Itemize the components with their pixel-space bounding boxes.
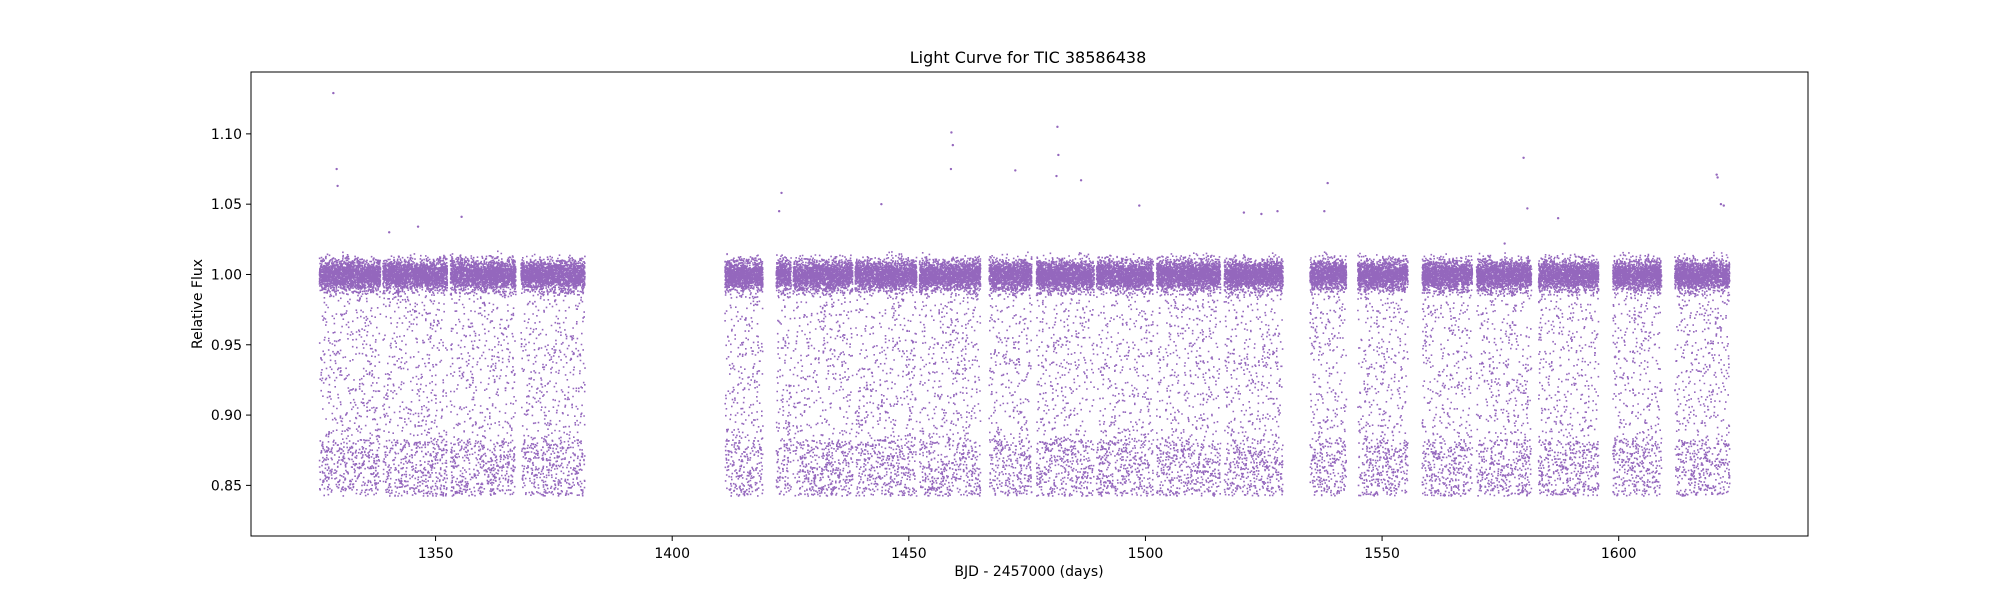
x-axis-label: BJD - 2457000 (days)	[954, 564, 1103, 580]
x-tick-label: 1350	[418, 546, 454, 562]
y-tick-label: 1.05	[211, 197, 242, 213]
flux-outlier-point	[1326, 181, 1329, 185]
y-tick-label: 1.00	[211, 267, 242, 283]
flux-outlier-point	[950, 131, 953, 134]
flux-outlier-point	[1722, 204, 1725, 207]
flux-outlier-point	[880, 202, 883, 206]
y-tick-label: 0.85	[211, 478, 242, 494]
x-tick-label: 1500	[1128, 546, 1164, 562]
flux-outlier-point	[1055, 174, 1058, 178]
flux-outlier-point	[387, 231, 391, 234]
flux-outlier-point	[1260, 212, 1263, 216]
flux-outlier-point	[1715, 173, 1718, 176]
y-axis-label: Relative Flux	[190, 259, 206, 349]
chart-title: Light Curve for TIC 38586438	[910, 48, 1147, 67]
flux-outlier-point	[949, 167, 953, 171]
flux-outlier-point	[1556, 217, 1560, 220]
flux-outlier-point	[460, 215, 463, 219]
flux-outlier-point	[1503, 242, 1506, 245]
flux-outlier-point	[335, 167, 338, 171]
y-tick-label: 0.95	[211, 338, 242, 354]
flux-outlier-point	[1522, 156, 1525, 159]
flux-outlier-point	[1056, 125, 1059, 129]
flux-outlier-point	[777, 210, 781, 213]
flux-outlier-point	[1276, 210, 1279, 213]
x-tick-label: 1600	[1601, 546, 1637, 562]
flux-outlier-point	[1138, 204, 1141, 207]
x-tick-label: 1550	[1364, 546, 1400, 562]
flux-outlier-point	[780, 191, 783, 195]
plot-frame	[250, 71, 1809, 537]
flux-outlier-point	[336, 184, 339, 188]
flux-outlier-point	[1526, 207, 1529, 210]
flux-outlier-point	[332, 91, 335, 95]
flux-outlier-point	[1079, 179, 1083, 182]
flux-points	[318, 91, 1731, 497]
y-tick-label: 1.10	[211, 127, 242, 143]
x-tick-label: 1450	[891, 546, 927, 562]
flux-outlier-point	[1716, 176, 1719, 179]
x-axis-ticks: 1350 1400 1450 1500 1550 1600	[418, 536, 1637, 562]
y-tick-label: 0.90	[211, 408, 242, 424]
flux-outlier-point	[1719, 202, 1723, 206]
y-axis-ticks: 0.85 0.90 0.95 1.00 1.05 1.10	[211, 127, 251, 494]
flux-outlier-point	[416, 225, 420, 228]
x-tick-label: 1400	[654, 546, 690, 562]
flux-outlier-point	[1057, 153, 1060, 157]
flux-outlier-point	[951, 143, 955, 147]
flux-outlier-point	[1242, 211, 1246, 214]
flux-outlier-point	[1014, 169, 1017, 172]
flux-scatter-points	[318, 250, 1731, 497]
flux-outlier-point	[1323, 210, 1326, 213]
